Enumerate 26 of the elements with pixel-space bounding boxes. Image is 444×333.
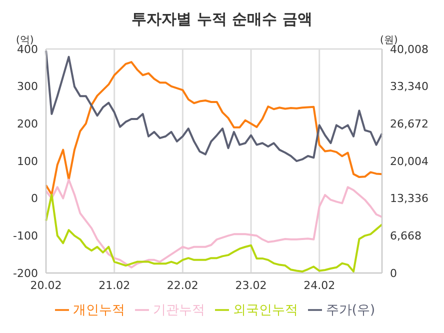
legend-label: 주가(우) (326, 303, 376, 318)
line-series (45, 178, 383, 268)
y-tick-label: 0 (31, 192, 38, 206)
line-series (45, 61, 383, 196)
y2-tick-label: 0 (390, 266, 397, 280)
x-tick-label: 21.02 (98, 278, 130, 292)
legend-label: 외국인누적 (232, 303, 298, 318)
y-tick-label: 100 (17, 154, 38, 168)
y-tick-label: 200 (17, 118, 38, 131)
y-axis-title: (억) (16, 34, 34, 46)
y-tick-label: 300 (17, 80, 38, 94)
y2-tick-label: 33,340 (390, 80, 428, 94)
y-tick-label: -200 (13, 266, 38, 280)
x-tick-label: 22.02 (166, 278, 198, 292)
y2-tick-label: 20,004 (390, 154, 428, 168)
x-tick-label: 20.02 (30, 278, 62, 292)
y2-tick-label: 26,672 (390, 118, 428, 131)
x-tick-label: 24.02 (304, 278, 336, 292)
x-tick-label: 23.02 (235, 278, 267, 292)
y2-axis-title: (원) (380, 34, 398, 46)
y2-tick-label: 6,668 (390, 230, 422, 243)
legend-label: 개인누적 (72, 303, 125, 318)
legend-label: 기관누적 (152, 303, 205, 318)
y2-tick-label: 13,336 (390, 192, 428, 206)
chart-title: 투자자별 누적 순매수 금액 (130, 10, 314, 29)
y-tick-label: -100 (13, 230, 38, 243)
